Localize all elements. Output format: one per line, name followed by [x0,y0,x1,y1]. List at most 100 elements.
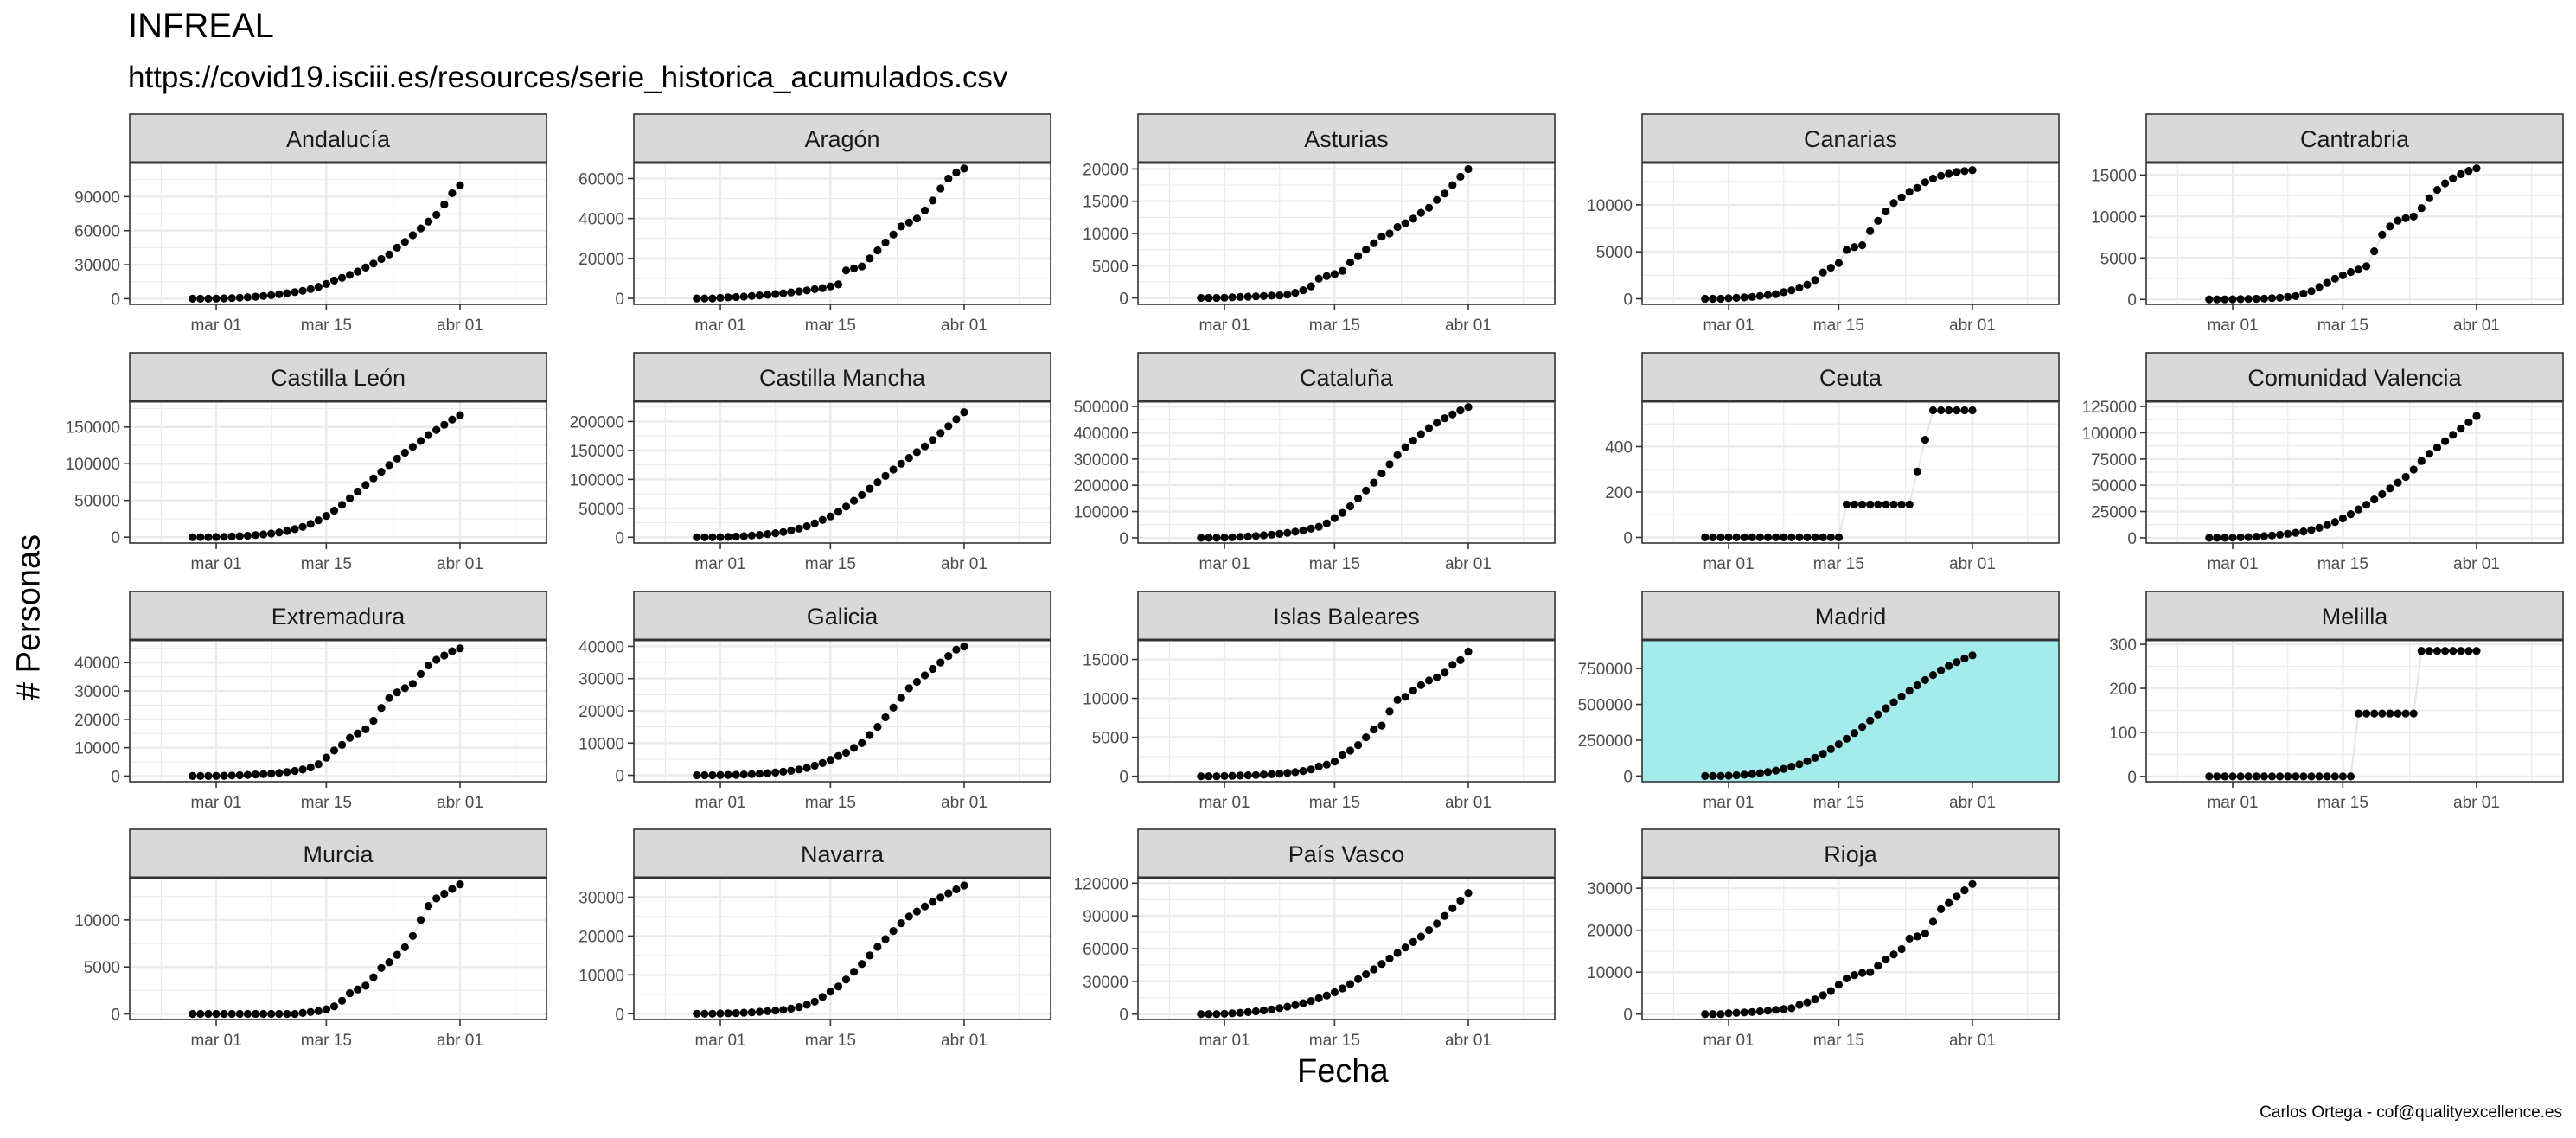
data-point [1307,282,1315,291]
data-point [2346,268,2355,277]
data-point [787,766,796,775]
data-point [2299,527,2308,536]
data-point [204,294,213,303]
data-point [1377,469,1386,478]
data-point [2362,709,2371,718]
data-point [283,289,291,297]
data-point [1401,443,1409,451]
data-point [1433,419,1441,427]
data-point [1236,533,1244,541]
facet-strip [1641,113,2060,163]
data-point [1724,294,1733,303]
data-point [1456,655,1465,665]
x-tick-label: abr 01 [941,316,988,335]
data-point [1338,751,1347,760]
data-point [873,246,882,255]
x-tick-label: mar 01 [1199,316,1250,335]
data-point [1409,937,1417,946]
facet-label-navarra: Navarra [801,841,885,867]
data-point [904,218,913,227]
data-point [1299,286,1307,295]
data-point [1882,207,1890,216]
data-point [369,474,378,483]
data-point [1220,293,1229,302]
data-point [1268,770,1276,778]
data-point [2354,709,2363,718]
data-point [1787,533,1796,542]
data-point [2252,772,2260,781]
data-point [952,415,961,424]
data-point [1826,533,1835,542]
data-point [322,753,330,762]
data-point [1346,980,1355,988]
data-point [354,985,362,994]
data-point [2260,532,2268,540]
x-tick-label: mar 15 [1813,555,1864,573]
data-point [2346,772,2355,781]
data-point [826,512,835,521]
data-point [1441,414,1449,423]
data-point [337,740,347,750]
y-tick-label: 25000 [2091,504,2137,522]
data-point [329,1002,339,1011]
x-tick-label: mar 01 [190,555,241,573]
data-point [2449,431,2458,439]
data-point [850,744,859,752]
facet-strip [1641,591,2060,641]
data-point [2221,295,2229,304]
data-point [2244,772,2253,781]
data-point [2378,709,2387,718]
data-point [771,1007,780,1015]
panel-background [130,401,547,543]
data-point [2228,295,2237,304]
data-point [952,168,961,177]
data-point [440,420,449,429]
data-point [314,516,323,525]
data-point [2244,533,2253,541]
data-point [361,263,370,272]
data-point [2409,709,2418,718]
data-point [291,1009,299,1019]
data-point [952,885,961,894]
y-tick-label: 150000 [570,443,624,461]
data-point [1897,500,1906,509]
x-tick-label: abr 01 [1949,316,1996,335]
data-point [1960,406,1969,415]
y-tick-label: 60000 [1083,941,1128,959]
data-point [385,958,393,967]
data-point [369,259,378,268]
data-point [858,960,866,969]
data-point [1897,692,1906,701]
data-point [912,448,921,457]
data-point [1251,532,1260,540]
data-point [2221,534,2229,542]
y-tick-label: 400 [1605,438,1633,457]
data-point [2441,647,2450,655]
data-point [834,280,843,289]
data-point [393,243,401,252]
data-point [1314,762,1323,771]
data-point [952,645,961,654]
data-point [850,496,859,505]
data-point [1448,904,1457,912]
y-tick-label: 20000 [1587,923,1633,941]
data-point [354,487,362,496]
data-point [795,1003,803,1012]
data-point [1291,289,1300,297]
data-point [2394,478,2402,487]
data-point [456,411,464,419]
data-point [1228,771,1237,780]
data-point [227,771,236,780]
data-point [2338,772,2347,781]
data-point [1251,292,1260,301]
data-point [1953,406,1961,415]
data-point [1385,707,1394,716]
data-point [1307,765,1315,774]
y-tick-label: 5000 [1596,244,1633,262]
data-point [1243,532,1252,541]
data-point [716,293,725,302]
data-point [841,748,851,758]
data-point [1945,406,1953,415]
data-point [1834,981,1843,989]
data-point [1945,169,1953,178]
